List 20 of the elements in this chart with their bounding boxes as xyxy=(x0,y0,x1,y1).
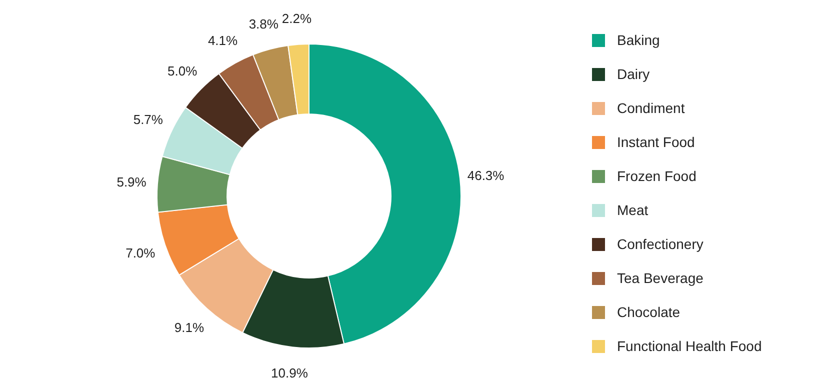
data-label: 7.0% xyxy=(126,246,156,261)
legend-label: Condiment xyxy=(617,100,685,116)
legend-label: Confectionery xyxy=(617,236,704,252)
data-label: 4.1% xyxy=(208,32,238,48)
legend-label: Dairy xyxy=(617,66,650,82)
legend-label: Baking xyxy=(617,32,660,48)
data-label: 2.2% xyxy=(282,10,312,26)
legend-label: Chocolate xyxy=(617,304,680,320)
data-label: 5.9% xyxy=(116,174,147,190)
data-label: 9.1% xyxy=(174,320,204,336)
data-label: 10.9% xyxy=(271,365,308,380)
data-label: 3.8% xyxy=(248,16,279,32)
data-label: 5.7% xyxy=(133,112,164,128)
legend-label: Instant Food xyxy=(617,134,695,150)
legend-label: Frozen Food xyxy=(617,168,696,184)
legend-label: Tea Beverage xyxy=(617,270,704,286)
data-label: 5.0% xyxy=(168,63,198,78)
legend-label: Functional Health Food xyxy=(617,338,762,354)
legend-label: Meat xyxy=(617,202,648,218)
data-label: 46.3% xyxy=(467,168,505,183)
